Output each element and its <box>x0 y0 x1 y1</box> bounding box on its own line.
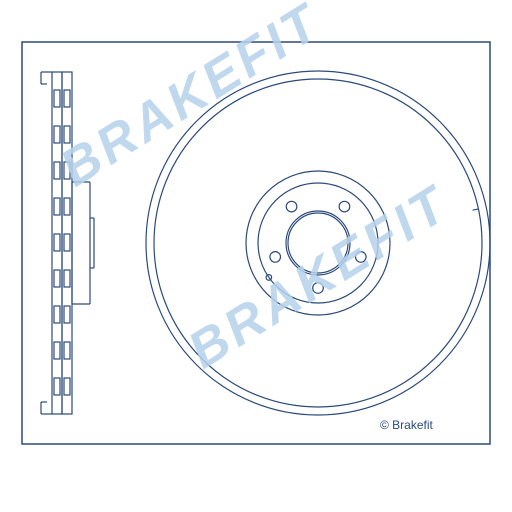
disc-side-view <box>41 72 94 414</box>
credit-text: © Brakefit <box>380 418 433 432</box>
technical-drawing <box>0 0 512 512</box>
disc-front-view <box>146 71 490 415</box>
